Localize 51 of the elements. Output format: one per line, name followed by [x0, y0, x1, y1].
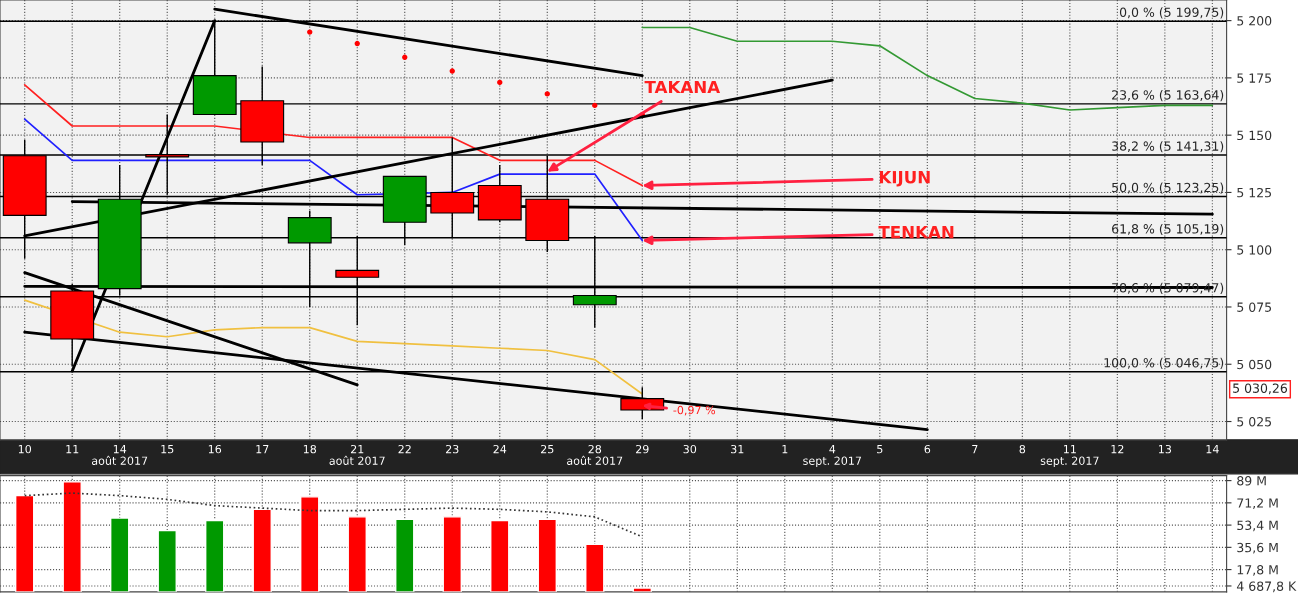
ref-line-label: 0,0 % (5 199,75) [1119, 7, 1224, 19]
y-tick-label: 5 175 [1237, 73, 1272, 83]
annotation: KIJUN [879, 171, 930, 187]
x-tick-label: 25 [541, 444, 554, 454]
x-tick-label: 4 sept. 2017 [803, 445, 862, 468]
ref-line-label: 61,8 % (5 105,19) [1112, 223, 1224, 236]
x-tick-label: 23 [446, 444, 459, 454]
x-tick-label: 15 [161, 445, 174, 454]
x-tick-label: 16 [208, 444, 222, 454]
ref-line-label: 38,2 % (5 141,31) [1112, 141, 1224, 153]
x-tick-label: 11 [66, 445, 79, 454]
y-tick-label: 4 687,8 K [1236, 581, 1297, 593]
x-tick-label: 31 [731, 444, 744, 454]
annotation: TAKANA [644, 80, 721, 94]
x-tick-label: 14 [1206, 445, 1219, 454]
x-tick-label: 1 [782, 445, 788, 454]
y-tick-label: 5 125 [1237, 187, 1272, 198]
x-tick-label: 30 [683, 444, 697, 454]
x-tick-label: 21 août 2017 [329, 444, 385, 465]
x-tick-label: 8 [1019, 444, 1026, 454]
y-tick-label: 5 100 [1237, 245, 1272, 255]
text: 5 030,26 [1233, 383, 1288, 395]
y-tick-label: 71,2 M [1237, 498, 1278, 510]
y-tick-label: 5 050 [1237, 359, 1272, 370]
y-tick-label: 89 M [1237, 476, 1266, 486]
x-tick-label: 12 [1111, 444, 1124, 454]
x-tick-label: 24 [493, 444, 507, 454]
ref-line-label: 23,6 % (5 163,64) [1112, 90, 1224, 102]
annotation: TENKAN [878, 226, 954, 239]
x-tick-label: 17 [256, 445, 269, 454]
x-tick-label: 6 [924, 444, 931, 454]
x-tick-label: 14 août 2017 [91, 445, 148, 465]
y-tick-label: 5 150 [1237, 130, 1272, 141]
ref-line-label: 50,0 % (5 123,25) [1112, 182, 1224, 194]
x-tick-label: 22 [398, 444, 411, 454]
y-tick-label: 5 200 [1237, 16, 1272, 26]
x-tick-label: 29 [636, 444, 649, 454]
x-tick-label: 28 août 2017 [567, 444, 623, 465]
y-tick-label: 5 025 [1237, 416, 1272, 427]
y-tick-label: 35,6 M [1237, 542, 1278, 554]
x-tick-label: 7 [972, 445, 978, 454]
x-tick-label: 5 [877, 445, 883, 454]
y-tick-label: 17,8 M [1237, 565, 1278, 576]
ref-line-label: 100,0 % (5 046,75) [1104, 357, 1224, 369]
y-tick-label: 5 075 [1237, 302, 1272, 312]
x-tick-label: 10 [18, 444, 32, 454]
x-tick-label: 18 [303, 444, 317, 454]
y-tick-label: 53,4 M [1237, 520, 1278, 532]
x-tick-label: 11 sept. 2017 [1040, 445, 1099, 468]
x-tick-label: 13 [1159, 444, 1172, 454]
annotation: -0,97 % [673, 405, 716, 416]
